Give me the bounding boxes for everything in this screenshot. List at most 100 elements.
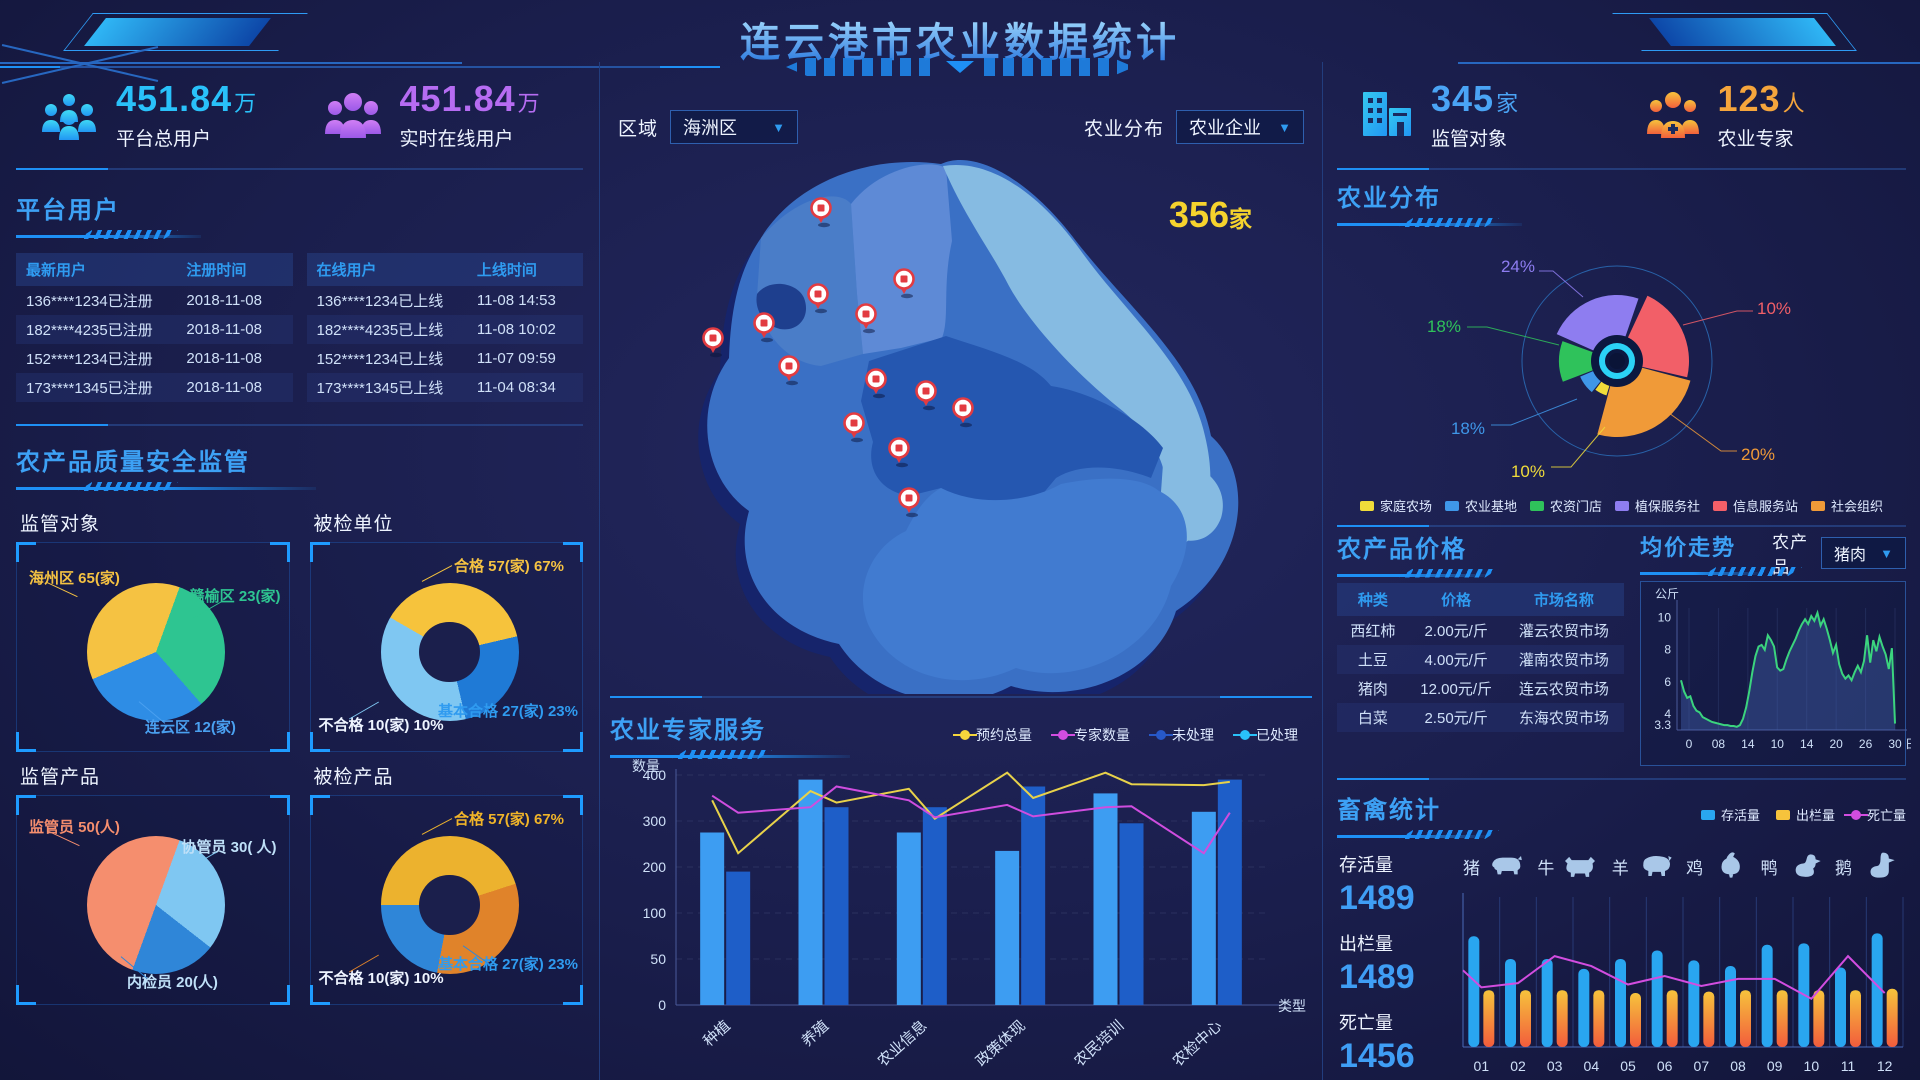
animal-item[interactable]: 牛 xyxy=(1537,851,1600,881)
stat-dead: 死亡量 1456 xyxy=(1339,1013,1415,1075)
distribution-select[interactable]: 农业企业 ▼ xyxy=(1176,110,1304,144)
map-pin[interactable] xyxy=(810,197,832,228)
legend-item[interactable]: 死亡量 xyxy=(1843,805,1906,824)
right-stats-row: 345家 监管对象 123人 xyxy=(1337,62,1906,166)
divider xyxy=(16,424,583,426)
price-table: 种类 价格 市场名称 西红柿 2.00元/斤 灌云农贸市场 土豆 4.00元/斤 灌南农贸市场猪… xyxy=(1337,583,1625,732)
map-pin[interactable] xyxy=(855,303,877,334)
title-underline xyxy=(1337,830,1487,839)
svg-text:30: 30 xyxy=(1888,737,1902,751)
legend-item[interactable]: 已处理 xyxy=(1233,725,1298,745)
legend-swatch xyxy=(1775,809,1790,820)
stat-supervised: 345家 监管对象 xyxy=(1337,78,1622,151)
stat-alive: 存活量 1489 xyxy=(1339,855,1415,917)
district xyxy=(861,336,1163,504)
legend-item[interactable]: 预约总量 xyxy=(953,725,1032,745)
table-row: 152****1234已上线 11-07 09:59 xyxy=(316,350,556,368)
svg-text:09: 09 xyxy=(1767,1058,1783,1074)
distribution-rose-chart[interactable]: 24% 10% 20% 10% 18% 18% xyxy=(1339,227,1905,489)
map-pin[interactable] xyxy=(843,412,865,443)
svg-text:0: 0 xyxy=(1686,737,1693,751)
svg-text:20: 20 xyxy=(1830,737,1844,751)
animal-item[interactable]: 猪 xyxy=(1463,851,1526,881)
right-panel: 345家 监管对象 123人 xyxy=(1322,62,1920,1080)
table-row: 土豆 4.00元/斤 灌南农贸市场 xyxy=(1337,645,1625,674)
chevron-down-icon: ▼ xyxy=(772,119,786,135)
map-pin[interactable] xyxy=(915,380,937,411)
legend-item[interactable]: 专家数量 xyxy=(1051,725,1130,745)
title-underline xyxy=(16,482,316,491)
section-title: 农业专家服务 xyxy=(610,717,766,744)
legend-item[interactable]: 家庭农场 xyxy=(1359,496,1432,515)
table-header: 种类 价格 市场名称 xyxy=(1337,583,1625,616)
pie-chart[interactable] xyxy=(87,583,225,721)
map-pin[interactable] xyxy=(753,312,775,343)
livestock-chart: 01 02 03 04 05 06 07 08 09 10 11 12 xyxy=(1462,893,1904,1074)
left-panel: 451.84万 平台总用户 451.84万 xyxy=(0,62,600,1080)
map-pin[interactable] xyxy=(807,283,829,314)
svg-text:07: 07 xyxy=(1694,1058,1710,1074)
map-pin[interactable] xyxy=(898,487,920,518)
region-select[interactable]: 海洲区 ▼ xyxy=(670,110,799,144)
svg-text:日期: 日期 xyxy=(1905,737,1911,751)
distribution-section: 农业分布 24% 10% 20% 10% 18% 18% 家庭农场 农业基地 农资门店 植保服务… xyxy=(1337,178,1906,515)
legend-item[interactable]: 植保服务社 xyxy=(1615,496,1700,515)
platform-users-section: 平台用户 最新用户 注册时间 136****1234已注册 2018-11-08 182… xyxy=(16,190,583,402)
animal-item[interactable]: 鸡 xyxy=(1686,851,1749,881)
checked-products-chart: 被检产品 合格 57(家) 67% 基本合格 27(家) 23% 不合格 10(… xyxy=(309,752,583,1005)
animal-item[interactable]: 鹅 xyxy=(1835,851,1898,881)
legend-item[interactable]: 出栏量 xyxy=(1775,805,1835,824)
region-label: 区域 xyxy=(618,118,659,140)
quality-section: 农产品质量安全监管 监管对象 海州区 65(家) 赣榆区 23(家) 连云区 1… xyxy=(16,442,583,1005)
region-map[interactable] xyxy=(611,146,1311,694)
duck-icon xyxy=(1795,854,1821,877)
map-pin[interactable] xyxy=(778,355,800,386)
section-title: 平台用户 xyxy=(16,197,120,224)
table-row: 136****1234已注册 2018-11-08 xyxy=(26,292,262,310)
map-controls: 区域 海洲区 ▼ 农业分布 农业企业 ▼ xyxy=(610,110,1312,144)
legend-item[interactable]: 农资门店 xyxy=(1529,496,1602,515)
donut-chart[interactable] xyxy=(380,836,519,974)
svg-text:04: 04 xyxy=(1584,1058,1600,1074)
legend-item[interactable]: 社会组织 xyxy=(1811,496,1883,515)
title-underline xyxy=(1337,218,1522,227)
animals-row: 猪牛羊鸡鸭鹅 xyxy=(1455,845,1906,887)
online-table: 在线用户 上线时间 136****1234已上线 11-08 14:53 182****… xyxy=(306,253,583,402)
left-stats-row: 451.84万 平台总用户 451.84万 xyxy=(16,62,583,166)
experts-icon xyxy=(1646,92,1699,138)
livestock-stats: 存活量 1489 出栏量 1489 死亡量 1456 xyxy=(1337,845,1455,1080)
map-pin[interactable] xyxy=(952,397,974,428)
animal-item[interactable]: 羊 xyxy=(1612,851,1675,881)
sheep-icon xyxy=(1643,856,1672,876)
legend-swatch xyxy=(953,729,977,740)
rose-slice[interactable] xyxy=(1558,341,1617,382)
map-pin[interactable] xyxy=(893,268,915,299)
svg-text:200: 200 xyxy=(643,859,667,875)
legend-item[interactable]: 未处理 xyxy=(1149,725,1214,745)
price-section: 农产品价格 种类 价格 市场名称 西红柿 2.00元/斤 灌云农贸市场 土豆 4.00元/斤灌… xyxy=(1337,533,1625,766)
map[interactable]: 356家 xyxy=(610,146,1312,694)
map-pin[interactable] xyxy=(702,327,724,358)
legend-item[interactable]: 存活量 xyxy=(1700,805,1760,824)
animal-item[interactable]: 鸭 xyxy=(1761,851,1824,881)
header: 连云港市农业数据统计 xyxy=(0,0,1920,65)
map-pin[interactable] xyxy=(865,368,887,399)
legend-item[interactable]: 农业基地 xyxy=(1444,496,1517,515)
legend-item[interactable]: 信息服务站 xyxy=(1713,496,1798,515)
price-trend-chart: 公斤 10 8 6 43.3 0 08 14 10 14 20 26 30日期 xyxy=(1654,587,1920,751)
svg-text:02: 02 xyxy=(1510,1058,1526,1074)
svg-text:14: 14 xyxy=(1800,737,1814,751)
section-title: 农产品质量安全监管 xyxy=(16,449,250,476)
livestock-section: 畜禽统计 存活量 出栏量 死亡量 存活量 1489 出栏量 1489 xyxy=(1337,790,1906,1080)
product-select[interactable]: 猪肉 ▼ xyxy=(1820,537,1906,569)
section-title: 畜禽统计 xyxy=(1337,797,1441,824)
stat-slaughtered: 出栏量 1489 xyxy=(1339,934,1415,996)
donut-chart[interactable] xyxy=(380,583,519,721)
map-pin[interactable] xyxy=(888,437,910,468)
table-header: 最新用户 注册时间 xyxy=(16,253,293,286)
chevron-down-icon: ▼ xyxy=(1278,119,1291,135)
svg-text:4: 4 xyxy=(1664,707,1671,721)
page-title: 连云港市农业数据统计 xyxy=(740,10,1180,68)
